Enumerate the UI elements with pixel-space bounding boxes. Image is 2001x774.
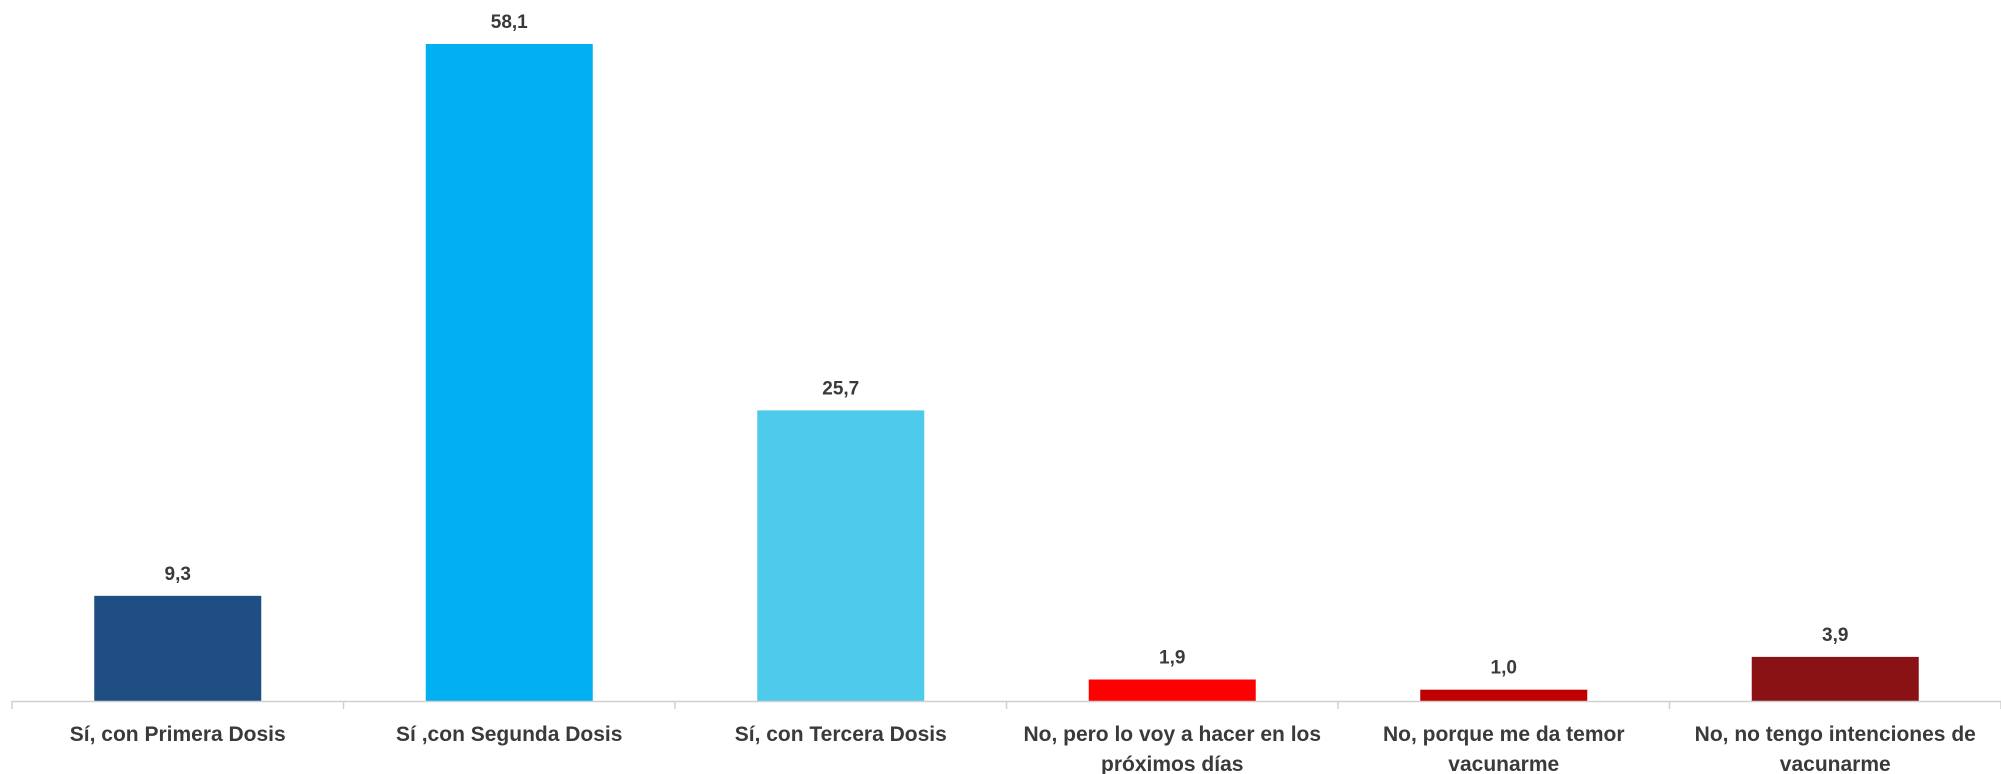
category-label: Sí, con Tercera Dosis: [735, 723, 947, 746]
category-label-line: No, pero lo voy a hacer en los: [1023, 723, 1321, 746]
category-label-line: próximos días: [1101, 753, 1243, 774]
data-label: 25,7: [822, 378, 859, 399]
bar: [1088, 679, 1256, 701]
category-label: Sí ,con Segunda Dosis: [396, 723, 622, 746]
bars-group: [94, 44, 1919, 701]
data-labels-group: 9,3 58,1 25,7 1,9 1,0 3,9: [165, 12, 1849, 679]
bar: [425, 44, 593, 701]
category-label-line: Sí, con Tercera Dosis: [735, 723, 947, 746]
category-labels-group: Sí, con Primera Dosis Sí ,con Segunda Dos…: [70, 723, 1976, 774]
category-label-line: No, porque me da temor: [1383, 723, 1625, 746]
category-label-line: vacunarme: [1448, 753, 1559, 774]
category-label: No, porque me da temor vacunarme: [1383, 723, 1625, 774]
bar: [1420, 689, 1588, 701]
bar: [757, 410, 925, 701]
bar: [94, 595, 262, 701]
bar: [1751, 656, 1919, 701]
category-label-line: Sí ,con Segunda Dosis: [396, 723, 622, 746]
category-label: Sí, con Primera Dosis: [70, 723, 286, 746]
x-axis: [11, 700, 2001, 709]
data-label: 58,1: [491, 12, 528, 33]
data-label: 9,3: [165, 564, 191, 585]
category-label-line: vacunarme: [1780, 753, 1891, 774]
category-label: No, no tengo intenciones de vacunarme: [1695, 723, 1976, 774]
data-label: 3,9: [1822, 625, 1848, 646]
data-label: 1,0: [1491, 658, 1517, 679]
data-label: 1,9: [1159, 648, 1185, 669]
category-label-line: No, no tengo intenciones de: [1695, 723, 1976, 746]
category-label: No, pero lo voy a hacer en los próximos d…: [1023, 723, 1321, 774]
category-label-line: Sí, con Primera Dosis: [70, 723, 286, 746]
